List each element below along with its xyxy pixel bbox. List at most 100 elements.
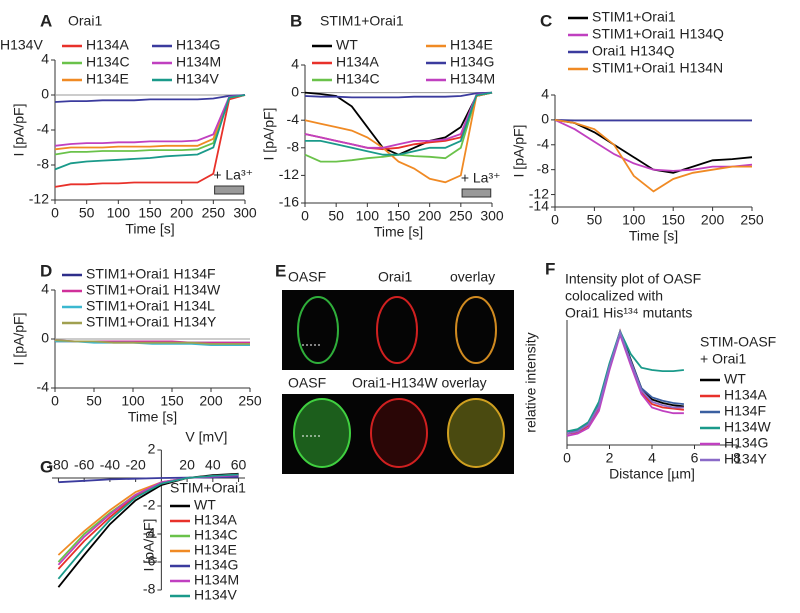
legend-label: Orai1 H134Q [592,43,675,59]
panel-label: C [540,11,552,30]
legend-label: H134V [194,587,237,603]
cell [370,398,428,468]
x-tick-label: 50 [86,393,102,409]
image-label: OASF [288,269,326,285]
series-line [304,91,493,99]
x-tick-label: 250 [238,393,262,409]
x-tick-label: 0 [51,205,59,221]
y-tick-label: -6 [143,553,156,569]
legend-label: STIM1+Orai1 H134L [86,298,215,314]
x-axis-label: Time [s] [128,409,177,425]
x-tick-label: 200 [418,208,442,224]
series-line [304,91,493,149]
x-axis-label: Time [s] [374,224,423,240]
panel-label: E [275,261,286,280]
cell [293,398,351,468]
y-tick-label: -8 [537,160,550,176]
x-tick-label: -60 [74,457,94,473]
x-tick-label: 2 [606,450,614,466]
legend-label: H134M [450,71,495,87]
la-bar [214,185,245,195]
image-label: OASF [288,375,326,391]
cell [455,296,497,364]
x-tick-label: 300 [233,205,257,221]
series-line [54,94,246,103]
x-tick-label: 40 [205,457,221,473]
series-line [54,94,246,171]
legend-label: STIM1+Orai1 H134Y [86,314,217,330]
legend-label: H134W [724,419,771,435]
y-tick-label: -14 [529,198,549,214]
image-label: overlay [450,269,495,285]
image-label: Orai1 [378,269,412,285]
x-axis-label: Time [s] [629,228,678,244]
y-tick-label: 0 [41,330,49,346]
y-axis-label: relative intensity [523,332,539,432]
x-axis-label: Time [s] [125,221,174,237]
x-tick-label: 200 [170,205,194,221]
chart-title: Orai1 [68,13,102,29]
chart-title: colocalized with [565,288,663,304]
legend-title: + Orai1 [700,351,747,367]
y-tick-label: -4 [37,121,50,137]
x-tick-label: 100 [121,393,145,409]
annotation: + La³⁺ [213,167,253,183]
x-tick-label: -40 [100,457,120,473]
y-tick-label: 0 [291,83,299,99]
y-tick-label: -8 [37,156,50,172]
x-tick-label: 6 [691,450,699,466]
y-tick-label: -4 [537,135,550,151]
x-axis-label: V [mV] [185,429,227,445]
y-tick-label: 0 [41,86,49,102]
panel: A Orai1 0 50 100 150 200 250 300 -12 -8 -4 0 4 Time [s… [11,11,257,236]
panel-label: D [40,261,52,280]
cell [297,296,339,364]
micrograph [282,290,514,370]
legend-label: H134M [176,54,221,70]
legend-label: H134E [450,37,493,53]
legend-label: H134G [194,557,238,573]
y-tick-label: -4 [37,379,50,395]
legend-label: H134Y [724,451,767,467]
y-axis-label: I [pA/pF] [141,519,157,572]
series-line [54,94,246,156]
series-line [54,94,246,151]
legend-label: H134M [194,572,239,588]
chart-title: STIM1+Orai1 [320,13,404,29]
legend-title: STIM+Orai1 [170,480,246,496]
legend-label: H134V [176,71,219,87]
series-line [54,339,250,345]
y-axis-label: I [pA/pF] [11,104,27,157]
panel: C 0 50 100 150 200 250 -14-12 -8 -4 0 4 Time [s] I [p… [511,9,764,244]
x-tick-label: 50 [79,205,95,221]
y-tick-label: -16 [279,194,299,210]
legend-label: STIM1+Orai1 H134N [592,60,723,76]
x-tick-label: -20 [126,457,146,473]
legend-label: H134C [336,71,380,87]
y-axis-label: I [pA/pF] [511,125,527,178]
x-tick-label: 20 [179,457,195,473]
legend-title: STIM-OASF [700,334,776,350]
cell [376,296,418,364]
legend-label: H134C [194,527,238,543]
legend-label: H134A [336,54,379,70]
x-tick-label: 150 [138,205,162,221]
legend-label: STIM1+Orai1 [592,9,676,25]
y-tick-label: -8 [287,139,300,155]
y-tick-label: -12 [29,191,49,207]
series-line [304,91,493,184]
series-line [305,91,493,156]
panel-label: A [40,11,52,30]
x-tick-label: -80 [48,457,68,473]
legend-label: H134V [0,37,43,53]
series-line [554,119,753,172]
x-tick-label: 150 [160,393,184,409]
y-tick-label: 4 [41,51,49,67]
series-line [57,473,239,580]
panel: B STIM1+Orai1 0 50 100 150 200 250 300 -16 -12 -8 -4… [0,11,504,239]
panel-e: E OASF Orai1 overlay OASF Orai1-H134W ov… [275,261,514,474]
x-tick-label: 50 [587,212,603,228]
y-tick-label: 4 [41,281,49,297]
x-tick-label: 200 [701,212,725,228]
